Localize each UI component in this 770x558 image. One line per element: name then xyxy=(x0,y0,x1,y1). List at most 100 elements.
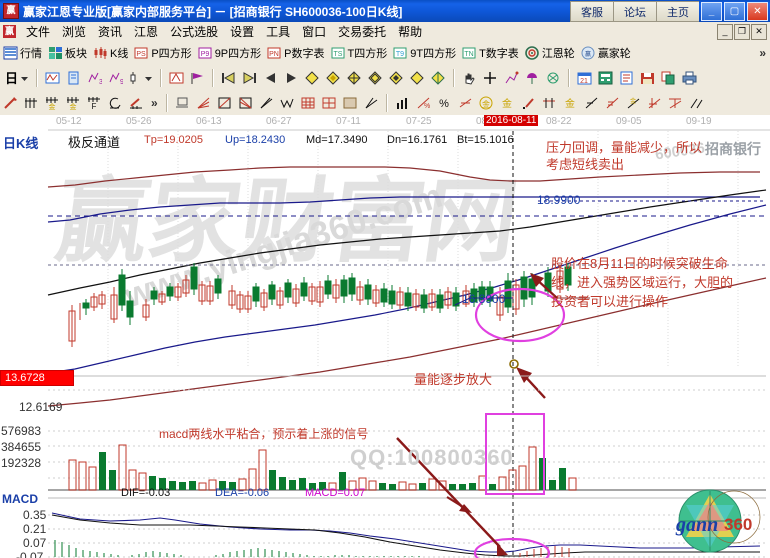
tool-pen-grid[interactable] xyxy=(126,90,147,115)
tool-diamond-2[interactable] xyxy=(323,65,344,90)
tool-report[interactable] xyxy=(616,65,637,90)
net-icon xyxy=(546,71,561,85)
mdi-minimize-button[interactable]: _ xyxy=(717,24,733,40)
menu-item-news[interactable]: 资讯 xyxy=(98,24,123,39)
tool-rect[interactable] xyxy=(172,90,193,115)
tool-fan-lines[interactable] xyxy=(21,90,42,115)
tool-flag[interactable] xyxy=(187,65,208,90)
period-selector[interactable]: 日 xyxy=(0,65,32,90)
tool-calculator[interactable] xyxy=(595,65,616,90)
tool-angle-gold[interactable]: 金 xyxy=(623,90,644,115)
tool-cross-red[interactable] xyxy=(539,90,560,115)
tool-diamond-1[interactable] xyxy=(302,65,323,90)
tool-grid-box[interactable] xyxy=(319,90,340,115)
tool-crosshair[interactable] xyxy=(480,65,501,90)
tool-sector[interactable]: 板块 xyxy=(45,41,90,65)
tool-zigzag-line[interactable] xyxy=(277,90,298,115)
tool-gold-grid-2[interactable]: 金 xyxy=(63,90,84,115)
tool-gold-circle[interactable]: 金 xyxy=(476,90,497,115)
tool-pen-red[interactable] xyxy=(518,90,539,115)
tool-diamond-3[interactable] xyxy=(344,65,365,90)
tool-hand[interactable] xyxy=(459,65,480,90)
tool-grid-shade[interactable] xyxy=(340,90,361,115)
tool-zigzag-box[interactable] xyxy=(42,65,63,90)
tool-first[interactable] xyxy=(218,65,239,90)
t9-square-icon: T9 xyxy=(393,46,408,60)
tool-pencil[interactable] xyxy=(0,90,21,115)
tool-t-square[interactable]: TS T四方形 xyxy=(328,41,391,65)
tool-umbrella[interactable] xyxy=(522,65,543,90)
tool-p-table[interactable]: PN P数字表 xyxy=(264,41,327,65)
tool-percent[interactable]: % xyxy=(434,90,455,115)
tool-diamond-6[interactable] xyxy=(407,65,428,90)
tool-gold-bar[interactable]: 金 xyxy=(497,90,518,115)
tool-print[interactable] xyxy=(679,65,700,90)
bars-icon xyxy=(395,96,410,110)
tool-copy[interactable] xyxy=(658,65,679,90)
mdi-restore-button[interactable]: ❐ xyxy=(734,24,750,40)
tool-diamond-7[interactable] xyxy=(428,65,449,90)
toolbar-overflow-icon[interactable]: » xyxy=(759,46,766,60)
homepage-button[interactable]: 主页 xyxy=(656,1,699,22)
tool-arrow-lines[interactable] xyxy=(361,90,382,115)
tool-bars[interactable] xyxy=(392,90,413,115)
mdi-close-button[interactable]: ✕ xyxy=(751,24,767,40)
tool-box-red[interactable] xyxy=(665,90,686,115)
menu-item-browse[interactable]: 浏览 xyxy=(62,24,87,39)
tool-gold-grid-1[interactable]: 金 xyxy=(42,90,63,115)
tool-quote[interactable]: 行情 xyxy=(0,41,45,65)
menu-item-tools[interactable]: 工具 xyxy=(266,24,291,39)
tool-pattern[interactable] xyxy=(166,65,187,90)
tool-clipboard[interactable] xyxy=(63,65,84,90)
tool-grid-f[interactable]: F xyxy=(84,90,105,115)
tool-9p-square[interactable]: P9 9P四方形 xyxy=(195,41,264,65)
tool-box-draw[interactable] xyxy=(214,90,235,115)
menu-item-gann[interactable]: 江恩 xyxy=(134,24,159,39)
tool-pointer-draw[interactable] xyxy=(501,65,522,90)
tool-spiral[interactable] xyxy=(105,90,126,115)
tool-diamond-4[interactable] xyxy=(365,65,386,90)
menu-item-window[interactable]: 窗口 xyxy=(302,24,327,39)
tool-diamond-5[interactable] xyxy=(386,65,407,90)
tool-wave9[interactable]: 9 xyxy=(105,65,126,90)
tool-t-table[interactable]: TN T数字表 xyxy=(459,41,522,65)
tool-fan-red[interactable] xyxy=(193,90,214,115)
tool-angle-1[interactable] xyxy=(581,90,602,115)
tool-candle-single[interactable] xyxy=(126,65,141,90)
customer-service-button[interactable]: 客服 xyxy=(570,1,613,22)
tool-percent-red[interactable]: % xyxy=(413,90,434,115)
tool-next[interactable] xyxy=(281,65,302,90)
menu-item-help[interactable]: 帮助 xyxy=(398,24,423,39)
tool-candle-dropdown[interactable] xyxy=(141,65,156,90)
tool-gann-wheel[interactable]: 江恩轮 xyxy=(522,41,578,65)
tool-kline[interactable]: K线 xyxy=(90,41,131,65)
tool-9t-square[interactable]: T9 9T四方形 xyxy=(390,41,459,65)
tool-grid-red[interactable] xyxy=(298,90,319,115)
tool-winner-wheel[interactable]: 赢 赢家轮 xyxy=(578,41,634,65)
forum-button[interactable]: 论坛 xyxy=(613,1,656,22)
menu-item-settings[interactable]: 设置 xyxy=(230,24,255,39)
maximize-button[interactable]: ▢ xyxy=(724,2,745,21)
tool-prev[interactable] xyxy=(260,65,281,90)
period-dropdown-icon[interactable] xyxy=(20,71,29,85)
close-button[interactable]: ✕ xyxy=(747,2,768,21)
tool-angle-f[interactable] xyxy=(602,90,623,115)
tool-save[interactable] xyxy=(637,65,658,90)
menu-item-trade[interactable]: 交易委托 xyxy=(338,24,387,39)
menu-item-formula-stock[interactable]: 公式选股 xyxy=(170,24,219,39)
tool-ruler-red[interactable] xyxy=(644,90,665,115)
tool-wave-red[interactable] xyxy=(686,90,707,115)
menu-item-file[interactable]: 文件 xyxy=(26,24,51,39)
tool-p-square[interactable]: PS P四方形 xyxy=(131,41,194,65)
tool-calendar[interactable]: 21 xyxy=(574,65,595,90)
tool-last[interactable] xyxy=(239,65,260,90)
minimize-button[interactable]: _ xyxy=(701,2,722,21)
tool-gold-char[interactable]: 金 xyxy=(560,90,581,115)
tool-net[interactable] xyxy=(543,65,564,90)
tool-fan-spread[interactable] xyxy=(235,90,256,115)
tool-percent-line[interactable] xyxy=(455,90,476,115)
overflow-icon[interactable]: » xyxy=(151,95,158,110)
tool-angle-lines[interactable] xyxy=(256,90,277,115)
tool-wave3[interactable]: 3 xyxy=(84,65,105,90)
chart-area[interactable]: 赢家财富网 www.yingjia360.com xyxy=(0,115,770,558)
